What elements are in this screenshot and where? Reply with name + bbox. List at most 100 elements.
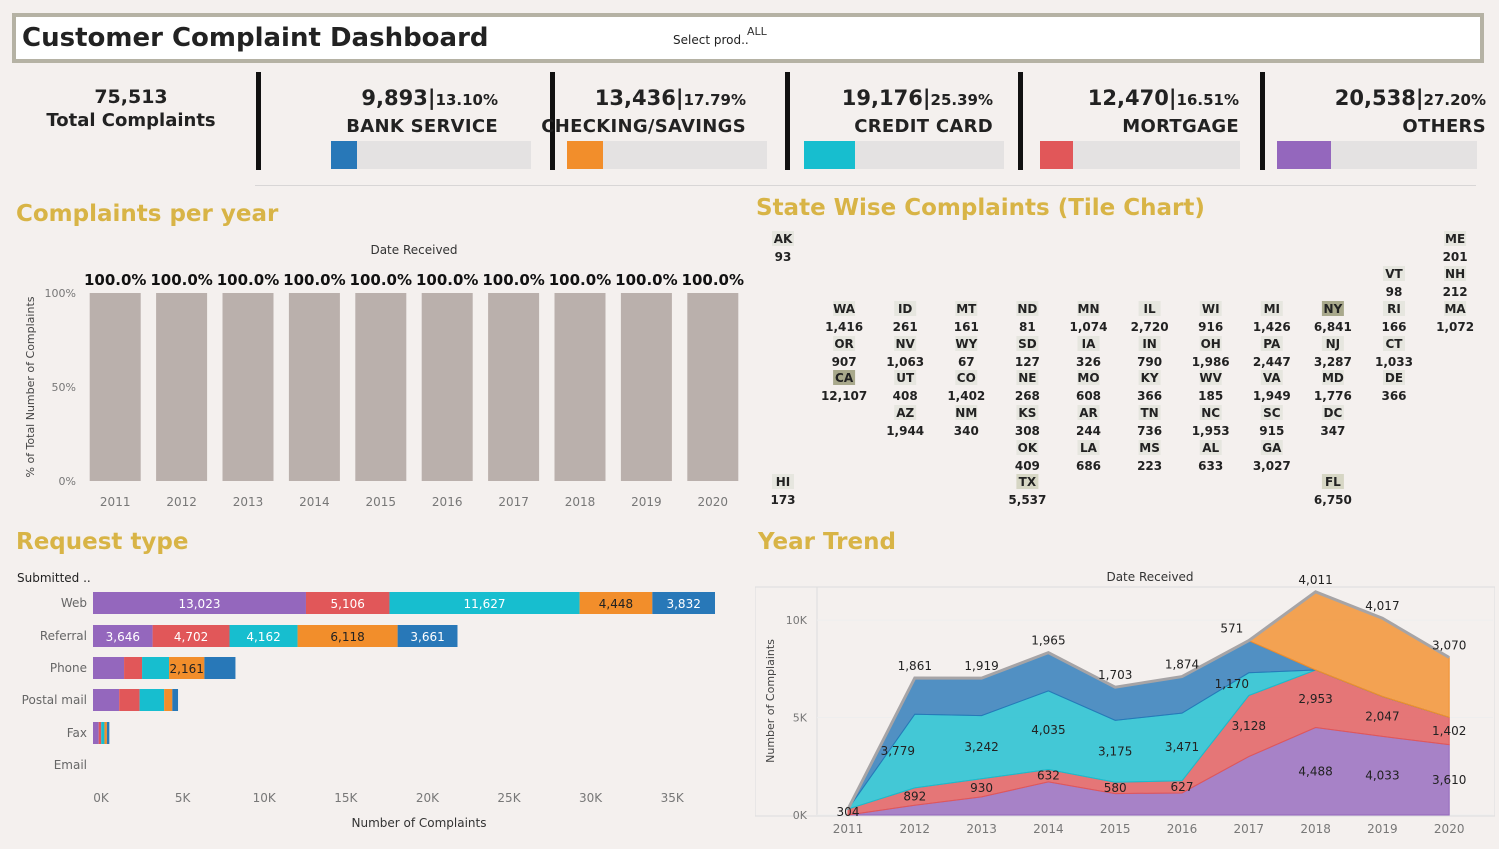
area-data-label: 627 xyxy=(1171,780,1194,794)
chart-header: Date Received xyxy=(1106,570,1193,584)
state-code: WA xyxy=(833,302,856,316)
state-value: 6,750 xyxy=(1314,493,1352,507)
bar-segment xyxy=(119,689,140,711)
state-code: MO xyxy=(1077,371,1099,385)
state-code: ID xyxy=(898,302,912,316)
category-label: Fax xyxy=(67,726,87,740)
bar xyxy=(156,293,208,481)
state-code: OR xyxy=(834,337,853,351)
kpi-share-track xyxy=(331,141,531,169)
kpi-label: MORTGAGE xyxy=(1122,116,1239,137)
state-tile xyxy=(894,301,917,316)
area-data-label: 3,242 xyxy=(964,740,998,754)
total-complaints-value: 75,513 xyxy=(94,86,168,108)
state-code: SD xyxy=(1018,337,1037,351)
bar-segment xyxy=(93,657,125,679)
x-tick-label: 2019 xyxy=(1367,822,1398,836)
state-value: 173 xyxy=(770,493,795,507)
bar-segment-label: 2,161 xyxy=(170,662,204,676)
state-tile xyxy=(1016,474,1039,489)
kpi-value: 13,436|17.79% xyxy=(594,86,746,110)
state-value: 268 xyxy=(1015,389,1040,403)
state-value: 3,027 xyxy=(1253,459,1291,473)
kpi-card-mortgage[interactable]: 12,470|16.51% MORTGAGE xyxy=(1018,72,1243,172)
state-code: MD xyxy=(1322,371,1344,385)
state-tile xyxy=(1016,405,1039,420)
kpi-label: CHECKING/SAVINGS xyxy=(541,116,746,137)
bar-value-label: 100.0% xyxy=(84,271,146,289)
bar xyxy=(554,293,606,481)
state-tile xyxy=(955,405,978,420)
bar-segment xyxy=(93,722,99,744)
kpi-card-others[interactable]: 20,538|27.20% OTHERS xyxy=(1260,72,1490,172)
state-code: NC xyxy=(1201,406,1220,420)
area-data-label: 1,170 xyxy=(1215,677,1249,691)
state-value: 347 xyxy=(1320,424,1345,438)
area-data-label: 1,965 xyxy=(1031,634,1065,648)
state-code: DE xyxy=(1385,371,1403,385)
area-data-label: 3,610 xyxy=(1432,773,1466,787)
state-value: 166 xyxy=(1381,320,1406,334)
state-value: 127 xyxy=(1015,355,1040,369)
plot-frame xyxy=(755,586,1495,817)
x-tick-label: 25K xyxy=(497,791,521,805)
state-tile xyxy=(1321,370,1344,385)
bar-value-label: 100.0% xyxy=(416,271,478,289)
product-filter-value[interactable]: ALL xyxy=(747,25,767,38)
state-value: 212 xyxy=(1443,285,1468,299)
total-complaints-kpi: 75,513 Total Complaints xyxy=(40,86,222,131)
state-code: IA xyxy=(1082,337,1096,351)
state-value: 1,063 xyxy=(886,355,924,369)
state-value: 1,944 xyxy=(886,424,924,438)
state-code: VT xyxy=(1385,267,1403,281)
category-label: Email xyxy=(54,758,87,772)
state-tile xyxy=(1016,440,1039,455)
state-tile xyxy=(1138,301,1161,316)
state-code: UT xyxy=(896,371,915,385)
kpi-share-track xyxy=(1277,141,1477,169)
x-tick-label: 2016 xyxy=(432,495,463,509)
kpi-card-credit-card[interactable]: 19,176|25.39% CREDIT CARD xyxy=(785,72,1005,172)
state-tile xyxy=(1383,336,1405,351)
x-tick-label: 2013 xyxy=(233,495,264,509)
state-tile xyxy=(1199,440,1222,455)
state-tile xyxy=(1077,370,1100,385)
state-code: WI xyxy=(1202,302,1220,316)
x-tick-label: 35K xyxy=(661,791,685,805)
x-tick-label: 2015 xyxy=(366,495,397,509)
kpi-card-bank-service[interactable]: 9,893|13.10% BANK SERVICE xyxy=(256,72,532,172)
bar-value-label: 100.0% xyxy=(482,271,544,289)
area-data-label: 3,175 xyxy=(1098,744,1132,758)
bar xyxy=(421,293,473,481)
state-value: 244 xyxy=(1076,424,1101,438)
kpi-card-checking-savings[interactable]: 13,436|17.79% CHECKING/SAVINGS xyxy=(541,72,770,172)
state-value: 308 xyxy=(1015,424,1040,438)
state-code: SC xyxy=(1263,406,1281,420)
bar xyxy=(620,293,672,481)
state-value: 915 xyxy=(1259,424,1284,438)
state-tile xyxy=(1444,231,1467,246)
state-value: 326 xyxy=(1076,355,1101,369)
kpi-share-fill xyxy=(331,141,358,169)
bar-segment-label: 5,106 xyxy=(331,597,365,611)
product-filter-label[interactable]: Select prod.. xyxy=(673,33,749,47)
bar-segment xyxy=(139,689,165,711)
state-tile xyxy=(1199,336,1222,351)
request-type-chart: Submitted .. Web 13,023 5,106 11,627 4,448 3,8… xyxy=(17,571,715,830)
x-tick-label: 2014 xyxy=(1033,822,1064,836)
kpi-label: CREDIT CARD xyxy=(854,116,993,137)
state-value: 67 xyxy=(958,355,975,369)
total-complaints-label: Total Complaints xyxy=(46,110,216,131)
state-value: 3,287 xyxy=(1314,355,1352,369)
state-value: 93 xyxy=(775,250,792,264)
kpi-share-fill xyxy=(804,141,855,169)
y-tick-label: 0K xyxy=(793,809,808,822)
state-code: MI xyxy=(1264,302,1280,316)
state-code: KS xyxy=(1018,406,1036,420)
state-tile xyxy=(1444,266,1467,281)
bar-segment xyxy=(172,689,179,711)
kpi-separator xyxy=(1018,72,1023,170)
section-title-per-year: Complaints per year xyxy=(16,201,279,227)
kpi-label: BANK SERVICE xyxy=(346,116,498,137)
state-code: IN xyxy=(1142,337,1157,351)
